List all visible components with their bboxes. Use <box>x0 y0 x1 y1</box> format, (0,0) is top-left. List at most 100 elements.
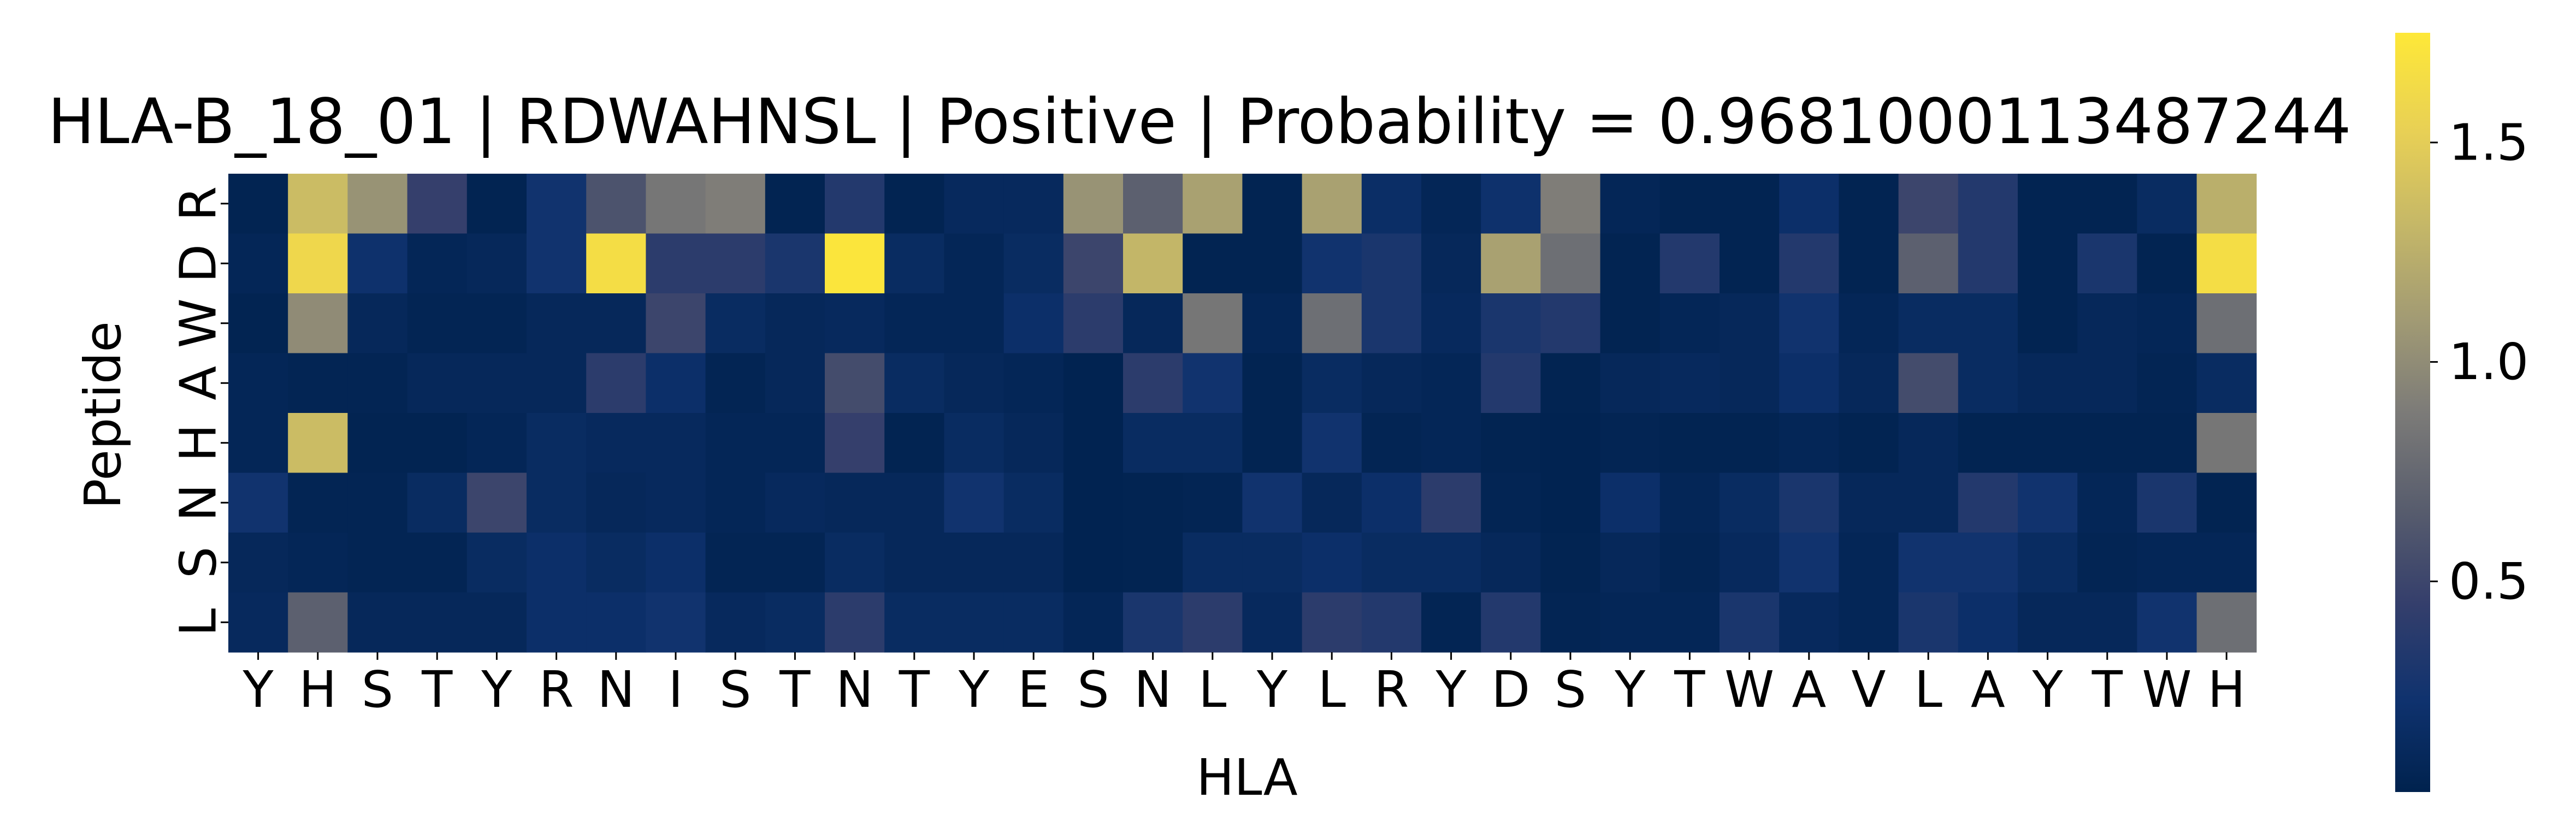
heatmap-cell <box>1481 353 1541 413</box>
heatmap-cell <box>1421 472 1481 533</box>
heatmap-cell <box>527 293 587 354</box>
heatmap-cell <box>1839 413 1899 474</box>
heatmap-cell <box>2077 413 2137 474</box>
y-axis-ticks: RDWAHNS L <box>169 186 228 636</box>
heatmap-cell <box>347 472 408 533</box>
heatmap-cell <box>228 413 288 474</box>
heatmap-cell <box>1421 293 1481 354</box>
heatmap-cell <box>825 174 885 234</box>
heatmap-cell <box>1183 353 1243 413</box>
heatmap-cell <box>1123 413 1183 474</box>
heatmap-cell <box>765 592 825 653</box>
heatmap-cell <box>466 592 527 653</box>
x-tick-label: N <box>597 660 635 719</box>
heatmap-cell <box>2137 293 2197 354</box>
heatmap-cell <box>1958 174 2018 234</box>
heatmap-cell <box>1183 533 1243 593</box>
heatmap-cell <box>1779 472 1839 533</box>
heatmap-cell <box>347 293 408 354</box>
heatmap-cell <box>288 233 348 294</box>
heatmap-cell <box>944 413 1005 474</box>
heatmap-cell <box>1659 533 1720 593</box>
heatmap-cell <box>705 533 766 593</box>
heatmap-cell <box>765 174 825 234</box>
heatmap-cell <box>1003 353 1064 413</box>
heatmap-cell <box>228 533 288 593</box>
heatmap-cell <box>407 174 468 234</box>
x-tick-label: L <box>1318 660 1346 719</box>
heatmap-cell <box>1659 592 1720 653</box>
heatmap-cell <box>1481 293 1541 354</box>
heatmap-cell <box>944 174 1005 234</box>
heatmap-cell <box>1600 592 1661 653</box>
heatmap-cell <box>527 472 587 533</box>
x-tick-label: E <box>1018 660 1049 719</box>
y-tick-label: N <box>169 484 228 522</box>
heatmap-cell <box>1481 174 1541 234</box>
heatmap-cell <box>1839 293 1899 354</box>
heatmap-cell <box>586 472 646 533</box>
heatmap-cell <box>1063 413 1124 474</box>
chart-title: HLA-B_18_01 | RDWAHNSL | Positive | Prob… <box>48 85 2351 158</box>
heatmap-cell <box>1659 233 1720 294</box>
y-tick-label: H <box>169 424 228 462</box>
heatmap-cell <box>586 174 646 234</box>
heatmap-cell <box>288 293 348 354</box>
colorbar-ticks: 0.5 1.0 1.5 <box>2430 113 2528 611</box>
heatmap-cell <box>586 592 646 653</box>
y-tick-label: D <box>169 244 228 283</box>
heatmap-cell <box>1361 293 1422 354</box>
heatmap-cell <box>1540 233 1601 294</box>
x-tick-label: Y <box>242 660 274 719</box>
colorbar-tick-label: 1.0 <box>2449 333 2528 391</box>
heatmap-cell <box>1958 592 2018 653</box>
colorbar <box>2395 33 2430 792</box>
heatmap-cell <box>1898 233 1959 294</box>
heatmap-cell <box>2196 353 2257 413</box>
heatmap-cell <box>1779 174 1839 234</box>
heatmap-cell <box>1421 353 1481 413</box>
heatmap-cell <box>1720 174 1780 234</box>
heatmap-cell <box>1242 293 1303 354</box>
x-tick-label: I <box>668 660 683 719</box>
heatmap-cell <box>1123 293 1183 354</box>
heatmap-cell <box>825 472 885 533</box>
x-tick-label: Y <box>958 660 990 719</box>
heatmap-cell <box>884 472 944 533</box>
heatmap-cell <box>1720 472 1780 533</box>
heatmap-cell <box>1779 413 1839 474</box>
heatmap-cell <box>2137 472 2197 533</box>
heatmap-cell <box>1302 592 1362 653</box>
heatmap-cell <box>1361 233 1422 294</box>
heatmap-cell <box>1183 592 1243 653</box>
heatmap-cell <box>1720 233 1780 294</box>
heatmap-cell <box>1003 293 1064 354</box>
heatmap-cell <box>1958 293 2018 354</box>
heatmap-cell <box>765 533 825 593</box>
heatmap-cell <box>1302 353 1362 413</box>
x-tick-label: D <box>1491 660 1530 719</box>
heatmap-cell <box>1898 413 1959 474</box>
heatmap-cell <box>1361 353 1422 413</box>
heatmap-cell <box>1302 533 1362 593</box>
heatmap-cell <box>407 472 468 533</box>
heatmap-cell <box>825 293 885 354</box>
heatmap-cell <box>228 472 288 533</box>
heatmap-cell <box>1421 233 1481 294</box>
heatmap-cell <box>1779 353 1839 413</box>
heatmap-cell <box>2077 592 2137 653</box>
heatmap-cell <box>884 592 944 653</box>
heatmap-cell <box>1839 353 1899 413</box>
x-tick-label: N <box>1134 660 1172 719</box>
heatmap-cell <box>2137 174 2197 234</box>
heatmap-cell <box>1600 233 1661 294</box>
heatmap-cell <box>705 472 766 533</box>
heatmap-cell <box>288 174 348 234</box>
heatmap-cell <box>1600 174 1661 234</box>
heatmap-cell <box>1003 174 1064 234</box>
heatmap-cell <box>1720 353 1780 413</box>
heatmap-cell <box>1123 353 1183 413</box>
heatmap-cell <box>2018 533 2078 593</box>
heatmap-cell <box>527 233 587 294</box>
heatmap-cell <box>1183 174 1243 234</box>
